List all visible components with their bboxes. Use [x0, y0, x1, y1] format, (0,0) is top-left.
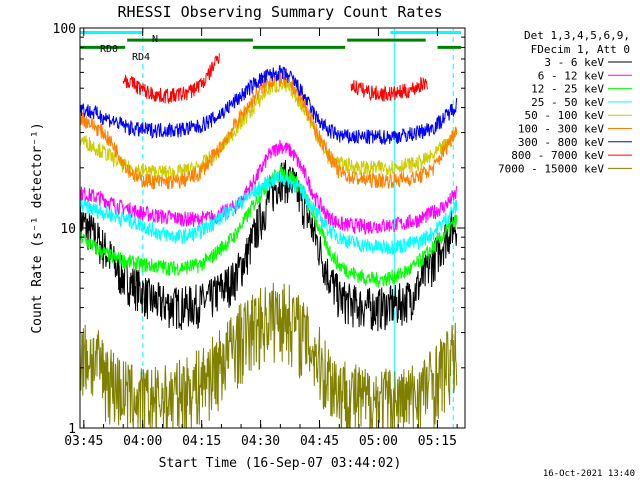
x-tick-label-3: 04:30 [241, 434, 280, 449]
x-tick-label-0: 03:45 [64, 434, 103, 449]
series-7-line [122, 53, 220, 105]
legend-label-6: 300 - 800 keV [518, 136, 604, 149]
series-extra-0-line [350, 77, 428, 102]
series-6-line [79, 64, 458, 145]
x-tick-label-1: 04:00 [123, 434, 162, 449]
legend-label-5: 100 - 300 keV [518, 123, 604, 136]
legend: Det 1,3,4,5,6,9,FDecim 1, Att 03 - 6 keV… [498, 29, 632, 175]
legend-label-0: 3 - 6 keV [544, 56, 604, 69]
legend-label-7: 800 - 7000 keV [511, 149, 604, 162]
x-tick-label-4: 04:45 [300, 434, 339, 449]
series-8 [79, 282, 458, 430]
series-6 [79, 64, 458, 145]
x-tick-label-6: 05:15 [418, 434, 457, 449]
state-bar-label-1: RD0 [100, 44, 118, 55]
y-tick-label-1: 10 [60, 222, 76, 237]
series-7 [122, 53, 220, 105]
state-bar-label-2: RD4 [132, 52, 150, 63]
state-bar-label-0: N [152, 34, 158, 45]
legend-label-2: 12 - 25 keV [531, 83, 604, 96]
series-4-line [79, 78, 458, 181]
legend-label-8: 7000 - 15000 keV [498, 162, 604, 175]
series-0 [79, 159, 458, 332]
y-tick-label-0: 1 [68, 422, 76, 437]
footer-timestamp: 16-Oct-2021 13:40 [543, 469, 635, 479]
series-layer [79, 53, 458, 430]
series-5 [79, 71, 458, 190]
series-3 [79, 171, 458, 256]
x-tick-label-2: 04:15 [182, 434, 221, 449]
series-5-line [79, 71, 458, 190]
y-tick-label-2: 100 [53, 22, 76, 37]
x-axis-label: Start Time (16-Sep-07 03:44:02) [159, 456, 402, 471]
series-4 [79, 78, 458, 181]
series-1 [79, 139, 458, 236]
axes-layer: 03:45 04:00 04:15 04:30 04:45 05:00 05:15 1 10 10… [53, 22, 466, 449]
legend-label-1: 6 - 12 keV [538, 69, 605, 82]
series-1-line [79, 139, 458, 236]
legend-header-1: FDecim 1, Att 0 [531, 43, 630, 56]
y-axis-label: Count Rate (s⁻¹ detector⁻¹) [30, 122, 45, 333]
chart-title: RHESSI Observing Summary Count Rates [117, 3, 442, 21]
series-3-line [79, 171, 458, 256]
series-extra-0 [350, 77, 428, 102]
legend-label-3: 25 - 50 keV [531, 96, 604, 109]
series-8-line [79, 282, 458, 430]
x-tick-label-5: 05:00 [359, 434, 398, 449]
legend-header-0: Det 1,3,4,5,6,9, [524, 29, 630, 42]
series-0-line [79, 159, 458, 332]
legend-label-4: 50 - 100 keV [525, 109, 605, 122]
